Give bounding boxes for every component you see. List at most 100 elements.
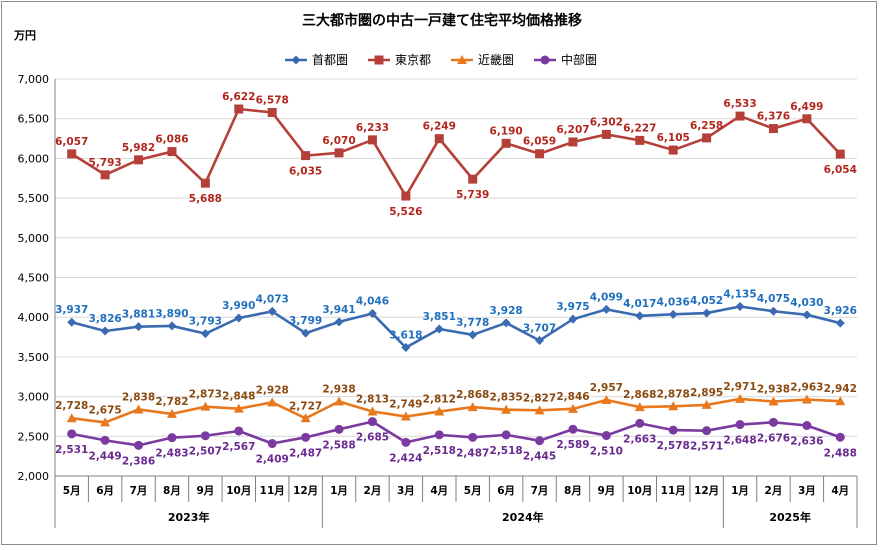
data-label: 2,727 — [289, 400, 322, 412]
data-point — [67, 429, 77, 439]
data-point — [568, 424, 578, 434]
data-point — [301, 151, 311, 161]
data-point — [768, 306, 778, 316]
data-point — [434, 430, 444, 440]
data-point — [200, 329, 210, 339]
data-point — [67, 317, 77, 327]
y-tick-label: 4,000 — [18, 311, 50, 324]
data-point — [334, 424, 344, 434]
data-label: 2,636 — [790, 436, 823, 448]
y-tick-label: 3,000 — [18, 391, 50, 404]
data-label: 2,685 — [356, 432, 389, 444]
data-label: 3,890 — [155, 308, 188, 320]
data-point — [567, 403, 578, 413]
data-label: 2,873 — [189, 389, 222, 401]
data-label: 2,449 — [89, 450, 122, 462]
y-tick-label: 5,000 — [18, 232, 50, 245]
x-tick-label: 9月 — [597, 485, 615, 497]
data-label: 2,838 — [122, 391, 155, 403]
data-point — [568, 314, 578, 324]
data-point — [835, 432, 845, 442]
x-tick-label: 9月 — [196, 485, 214, 497]
legend-label: 中部圏 — [561, 52, 597, 67]
data-label: 2,848 — [222, 391, 255, 403]
data-label: 2,483 — [155, 448, 188, 460]
data-point — [134, 322, 144, 332]
data-point — [367, 309, 377, 319]
data-point — [434, 134, 444, 144]
data-label: 3,928 — [490, 305, 523, 317]
data-point — [468, 330, 478, 340]
data-point — [133, 404, 144, 414]
x-tick-label: 3月 — [397, 485, 415, 497]
data-point — [267, 306, 277, 316]
data-point — [668, 145, 678, 155]
data-label: 6,059 — [523, 136, 556, 148]
data-label: 2,487 — [456, 447, 489, 459]
data-label: 2,409 — [256, 454, 289, 466]
data-point — [668, 309, 678, 319]
y-tick-label: 3,500 — [18, 351, 50, 364]
data-point — [200, 178, 210, 188]
x-tick-label: 2月 — [364, 485, 382, 497]
series-line — [71, 107, 842, 198]
data-point — [267, 397, 278, 407]
data-label: 4,017 — [623, 298, 656, 310]
year-label: 2024年 — [502, 510, 544, 524]
data-label: 5,739 — [456, 189, 489, 201]
data-label: 2,957 — [590, 382, 623, 394]
data-label: 2,589 — [556, 439, 589, 451]
data-point — [835, 396, 846, 406]
data-point — [367, 135, 377, 145]
data-point — [467, 402, 478, 412]
data-label: 4,036 — [657, 296, 690, 308]
data-point — [735, 393, 746, 403]
data-point — [367, 406, 378, 416]
data-point — [635, 418, 645, 428]
data-point — [702, 308, 712, 318]
data-label: 2,578 — [657, 440, 690, 452]
data-label: 4,135 — [723, 288, 756, 300]
x-tick-label: 4月 — [831, 485, 849, 497]
legend: 首都圏 東京都 近畿圏 中部圏 — [285, 52, 597, 67]
data-label: 2,728 — [55, 400, 88, 412]
x-tick-label: 10月 — [226, 485, 251, 497]
data-label: 6,622 — [222, 91, 255, 103]
data-label: 2,782 — [155, 396, 188, 408]
data-point — [802, 421, 812, 431]
data-point — [468, 432, 478, 442]
data-label: 3,926 — [824, 305, 857, 317]
x-tick-label: 1月 — [731, 485, 749, 497]
data-label: 2,827 — [523, 392, 556, 404]
data-point — [635, 135, 645, 145]
y-tick-label: 2,500 — [18, 430, 50, 443]
data-label: 6,302 — [590, 116, 623, 128]
data-label: 3,799 — [289, 315, 322, 327]
data-point — [234, 104, 244, 114]
data-label: 2,963 — [790, 382, 823, 394]
data-point — [334, 317, 344, 327]
data-label: 3,707 — [523, 322, 556, 334]
x-tick-label: 11月 — [260, 485, 285, 497]
data-point — [568, 137, 578, 147]
data-label: 6,249 — [423, 121, 456, 133]
data-label: 2,571 — [690, 441, 723, 453]
data-label: 2,938 — [322, 384, 355, 396]
data-label: 2,835 — [490, 392, 523, 404]
data-label: 3,990 — [222, 300, 255, 312]
data-label: 4,046 — [356, 296, 389, 308]
x-tick-label: 10月 — [627, 485, 652, 497]
data-point — [300, 413, 311, 423]
x-tick-label: 6月 — [96, 485, 114, 497]
data-label: 2,507 — [189, 446, 222, 458]
data-label: 2,445 — [523, 451, 556, 463]
data-point — [334, 148, 344, 158]
data-point — [601, 395, 612, 405]
data-label: 2,812 — [423, 394, 456, 406]
data-label: 2,895 — [690, 387, 723, 399]
data-point — [301, 328, 311, 338]
data-label: 2,488 — [824, 447, 857, 459]
data-label: 2,518 — [490, 445, 523, 457]
data-point — [802, 114, 812, 124]
